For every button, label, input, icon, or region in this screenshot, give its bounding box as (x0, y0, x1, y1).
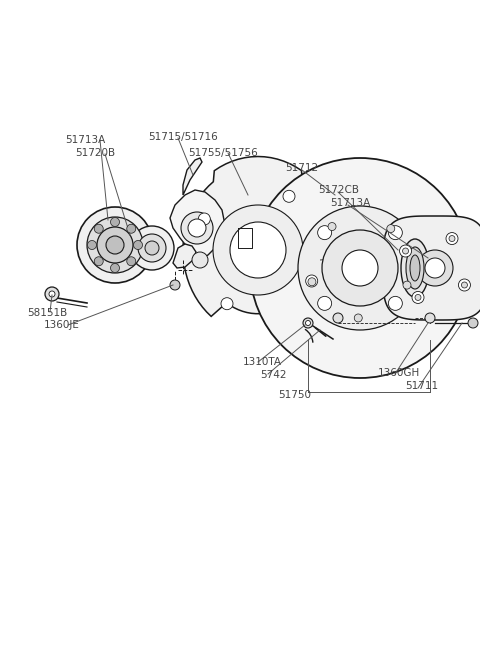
Circle shape (77, 207, 153, 283)
Circle shape (403, 248, 408, 254)
Circle shape (468, 318, 478, 328)
Circle shape (127, 224, 136, 233)
Circle shape (45, 287, 59, 301)
Ellipse shape (401, 239, 429, 297)
Circle shape (181, 212, 213, 244)
Circle shape (145, 241, 159, 255)
Circle shape (138, 234, 166, 262)
Text: 1310TA: 1310TA (243, 357, 282, 367)
Circle shape (415, 294, 421, 300)
Circle shape (388, 296, 402, 310)
Text: 51713A: 51713A (65, 135, 105, 145)
Circle shape (298, 206, 422, 330)
Circle shape (303, 318, 313, 328)
Circle shape (417, 250, 453, 286)
Circle shape (399, 245, 411, 257)
Circle shape (318, 225, 332, 240)
Circle shape (97, 227, 133, 263)
Circle shape (110, 217, 120, 227)
Circle shape (342, 250, 378, 286)
Circle shape (387, 225, 395, 233)
Circle shape (133, 240, 143, 250)
Polygon shape (170, 190, 225, 258)
Text: 1360JE: 1360JE (44, 320, 80, 330)
Text: 51713A: 51713A (330, 198, 370, 208)
Circle shape (198, 213, 210, 225)
Text: 5742: 5742 (260, 370, 287, 380)
Circle shape (308, 278, 316, 286)
Circle shape (87, 217, 143, 273)
Circle shape (425, 313, 435, 323)
Circle shape (458, 279, 470, 291)
Circle shape (94, 224, 103, 233)
Circle shape (188, 219, 206, 237)
Polygon shape (183, 156, 333, 317)
Circle shape (461, 282, 468, 288)
Circle shape (318, 296, 332, 310)
Circle shape (306, 275, 318, 287)
Circle shape (213, 205, 303, 295)
Circle shape (87, 240, 96, 250)
Text: 1360GH: 1360GH (378, 368, 420, 378)
Circle shape (49, 291, 55, 297)
Text: 58151B: 58151B (27, 308, 67, 318)
Polygon shape (183, 158, 202, 195)
Circle shape (354, 314, 362, 322)
Text: 5172CB: 5172CB (318, 185, 359, 195)
Text: 51712: 51712 (285, 163, 318, 173)
Circle shape (250, 158, 470, 378)
Circle shape (130, 226, 174, 270)
Circle shape (230, 222, 286, 278)
Polygon shape (383, 216, 480, 320)
Circle shape (110, 263, 120, 273)
Circle shape (328, 223, 336, 231)
Circle shape (449, 236, 455, 242)
Circle shape (322, 230, 398, 306)
Circle shape (403, 281, 411, 289)
Text: 51711: 51711 (405, 381, 438, 391)
Circle shape (127, 257, 136, 266)
Circle shape (221, 298, 233, 309)
Circle shape (170, 280, 180, 290)
Circle shape (283, 191, 295, 202)
Circle shape (446, 233, 458, 244)
Circle shape (333, 313, 343, 323)
Circle shape (388, 225, 402, 240)
Text: 51755/51756: 51755/51756 (188, 148, 258, 158)
Ellipse shape (406, 247, 424, 289)
Text: 51720B: 51720B (75, 148, 115, 158)
Circle shape (192, 252, 208, 268)
Text: 51715/51716: 51715/51716 (148, 132, 218, 142)
Text: 51750: 51750 (278, 390, 311, 400)
Ellipse shape (410, 255, 420, 281)
Polygon shape (173, 244, 196, 268)
Circle shape (425, 258, 445, 278)
Circle shape (94, 257, 103, 266)
Circle shape (305, 321, 311, 325)
Circle shape (106, 236, 124, 254)
Circle shape (412, 292, 424, 304)
